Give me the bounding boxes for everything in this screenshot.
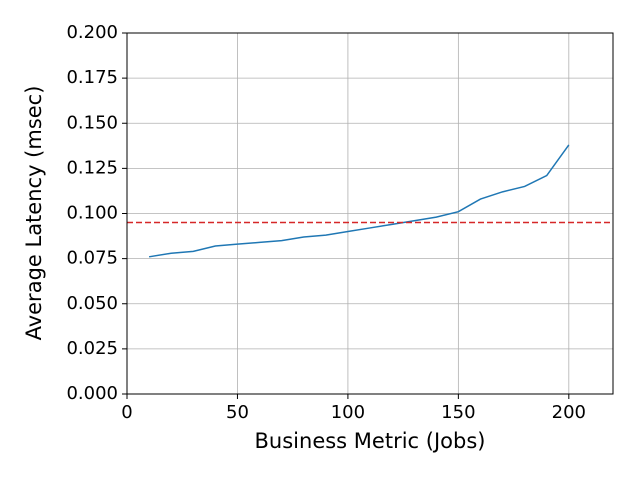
y-tick-label: 0.150	[66, 112, 118, 133]
x-tick-label: 0	[121, 402, 132, 423]
y-axis-label: Average Latency (msec)	[22, 86, 46, 341]
x-tick-label: 100	[331, 402, 365, 423]
y-tick-label: 0.050	[66, 293, 118, 314]
line-series	[148, 144, 570, 258]
y-tick-label: 0.000	[66, 383, 118, 404]
x-tick-label: 200	[552, 402, 586, 423]
y-tick-label: 0.175	[66, 67, 118, 88]
x-tick-label: 150	[441, 402, 475, 423]
plot-frame	[126, 32, 614, 395]
x-tick-label: 50	[226, 402, 249, 423]
y-tick-label: 0.025	[66, 338, 118, 359]
y-tick-label: 0.125	[66, 157, 118, 178]
y-tick-label: 0.100	[66, 203, 118, 224]
x-axis-label: Business Metric (Jobs)	[255, 429, 486, 453]
y-tick-label: 0.200	[66, 22, 118, 43]
y-tick-label: 0.075	[66, 248, 118, 269]
